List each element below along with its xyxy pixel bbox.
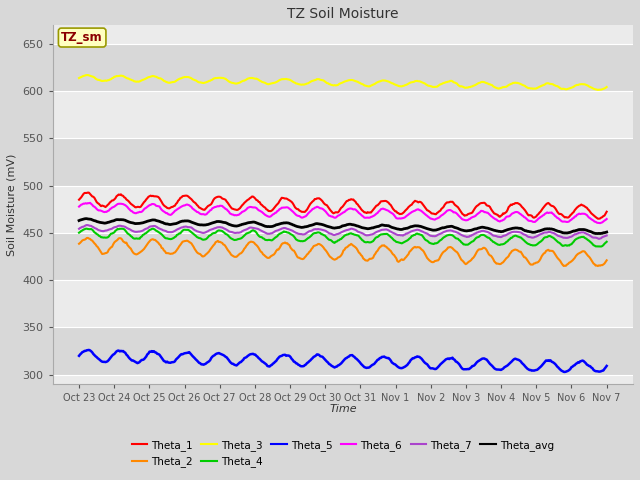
X-axis label: Time: Time [329,405,356,414]
Bar [52,280,633,327]
Bar [52,44,633,91]
Bar [52,233,633,280]
Legend: Theta_1, Theta_2, Theta_3, Theta_4, Theta_5, Theta_6, Theta_7, Theta_avg: Theta_1, Theta_2, Theta_3, Theta_4, Thet… [127,436,558,471]
Bar [52,327,633,374]
Bar [52,186,633,233]
Bar [52,91,633,138]
Text: TZ_sm: TZ_sm [61,31,103,44]
Bar [52,138,633,186]
Title: TZ Soil Moisture: TZ Soil Moisture [287,7,399,21]
Y-axis label: Soil Moisture (mV): Soil Moisture (mV) [7,153,17,256]
